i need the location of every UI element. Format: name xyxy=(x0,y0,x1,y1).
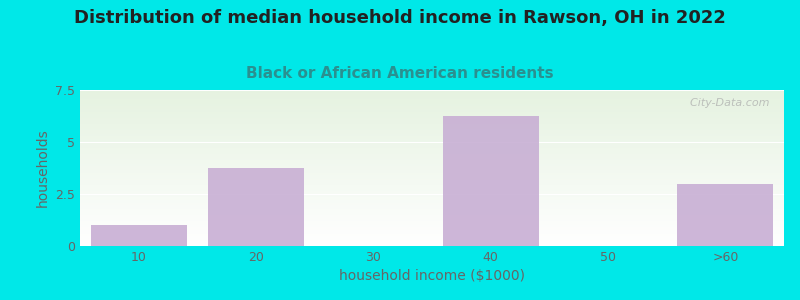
Text: Black or African American residents: Black or African American residents xyxy=(246,66,554,81)
Bar xyxy=(442,116,538,246)
X-axis label: household income ($1000): household income ($1000) xyxy=(339,269,525,284)
Bar xyxy=(678,184,774,246)
Y-axis label: households: households xyxy=(35,129,50,207)
Text: City-Data.com: City-Data.com xyxy=(683,98,770,108)
Bar xyxy=(90,225,186,246)
Text: Distribution of median household income in Rawson, OH in 2022: Distribution of median household income … xyxy=(74,9,726,27)
Bar xyxy=(208,168,304,246)
